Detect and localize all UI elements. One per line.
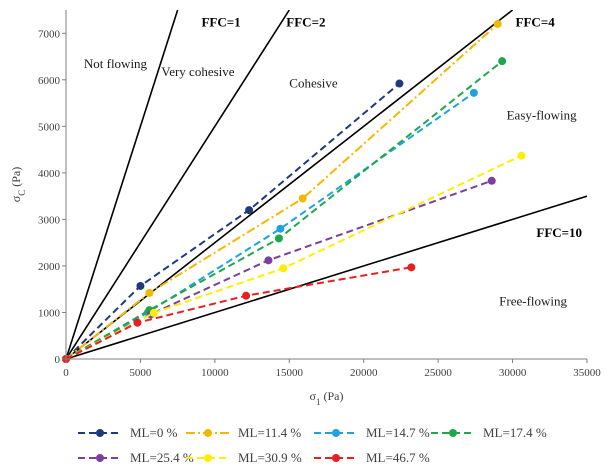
legend-label-ml-46-7: ML=46.7 % <box>366 450 430 465</box>
data-point-ml-0-1 <box>136 281 145 290</box>
x-tick-label: 0 <box>63 367 69 379</box>
y-tick-label: 2000 <box>38 261 61 273</box>
y-tick-label: 0 <box>55 354 61 366</box>
y-tick-label: 5000 <box>38 121 61 133</box>
legend-swatch-marker-ml-46-7 <box>332 454 340 462</box>
y-tick-label: 1000 <box>38 307 61 319</box>
data-point-ml-25-4-3 <box>487 176 496 185</box>
legend-label-ml-14-7: ML=14.7 % <box>366 425 430 440</box>
y-tick-label: 3000 <box>38 214 61 226</box>
legend-swatch-marker-ml-17-4 <box>449 429 457 437</box>
data-point-ml-30-9-3 <box>517 151 526 160</box>
region-label-not-flowing: Not flowing <box>84 56 148 71</box>
x-tick-label: 30000 <box>499 367 527 379</box>
region-label-easy-flowing: Easy-flowing <box>507 107 578 122</box>
legend-label-ml-11-4: ML=11.4 % <box>238 425 301 440</box>
ffc-lines-layer <box>66 10 587 359</box>
data-point-ml-46-7-2 <box>242 291 251 300</box>
x-tick-label: 20000 <box>350 367 378 379</box>
data-point-ml-30-9-1 <box>149 308 158 317</box>
series-line-ml-14-7 <box>65 91 475 360</box>
axes-layer: 0 5000 10000 15000 20000 25000 30000 35000 0 1000… <box>9 10 601 407</box>
region-label-very-cohesive: Very cohesive <box>161 64 235 79</box>
legend-swatch-marker-ml-14-7 <box>332 429 340 437</box>
ffc-label-10: FFC=10 <box>536 225 582 240</box>
ffc-line-10 <box>66 195 587 359</box>
data-point-ml-11-4-2 <box>298 194 307 203</box>
y-tick-label: 4000 <box>38 168 61 180</box>
x-tick-label: 5000 <box>129 367 152 379</box>
data-point-ml-14-7-3 <box>469 88 478 97</box>
x-tick-label: 35000 <box>573 367 601 379</box>
y-tick-label: 7000 <box>38 28 61 40</box>
legend-label-ml-0: ML=0 % <box>130 425 178 440</box>
data-point-ml-46-7-1 <box>133 318 142 327</box>
data-point-ml-11-4-1 <box>145 288 154 297</box>
ffc-label-2: FFC=2 <box>286 14 325 29</box>
data-point-ml-0-3 <box>395 79 404 88</box>
data-point-ml-17-4-3 <box>498 57 507 66</box>
data-point-ml-25-4-2 <box>264 256 273 265</box>
data-point-ml-0-2 <box>245 206 254 215</box>
region-label-cohesive: Cohesive <box>289 76 338 91</box>
ffc-label-4: FFC=4 <box>516 14 556 29</box>
data-point-ml-30-9-2 <box>279 264 288 273</box>
legend: ML=0 % ML=11.4 % ML=14.7 % ML=17.4 % ML=25.4… <box>78 425 547 465</box>
series-line-ml-0 <box>65 82 401 360</box>
data-point-ml-17-4-2 <box>274 234 283 243</box>
series-line-ml-11-4 <box>65 23 499 360</box>
series-layer <box>62 19 526 363</box>
legend-swatch-marker-ml-11-4 <box>204 429 212 437</box>
ffc-line-4 <box>66 10 514 359</box>
x-tick-label: 15000 <box>276 367 304 379</box>
legend-label-ml-30-9: ML=30.9 % <box>238 450 302 465</box>
y-axis-title: σC (Pa) <box>9 167 27 202</box>
data-point-ml-11-4-3 <box>493 19 502 28</box>
x-tick-label: 25000 <box>424 367 452 379</box>
labels-layer: FFC=1 FFC=2 FFC=4 FFC=10 Not flowing Very coh… <box>84 14 582 308</box>
series-line-ml-30-9 <box>65 154 522 360</box>
ffc-line-2 <box>66 10 290 359</box>
legend-swatch-marker-ml-0 <box>96 429 104 437</box>
ffc-line-1 <box>66 10 179 359</box>
data-point-ml-46-7-3 <box>407 263 416 272</box>
x-tick-label: 10000 <box>201 367 229 379</box>
ffc-label-1: FFC=1 <box>201 14 240 29</box>
legend-label-ml-25-4: ML=25.4 % <box>130 450 194 465</box>
legend-swatch-marker-ml-30-9 <box>204 454 212 462</box>
legend-swatch-marker-ml-25-4 <box>96 454 104 462</box>
series-line-ml-17-4 <box>65 60 503 360</box>
x-axis-title: σ1 (Pa) <box>310 389 344 407</box>
legend-label-ml-17-4: ML=17.4 % <box>483 425 547 440</box>
data-point-ml-14-7-2 <box>276 224 285 233</box>
series-line-ml-46-7 <box>65 266 412 360</box>
region-label-free-flowing: Free-flowing <box>499 293 567 308</box>
y-tick-label: 6000 <box>38 75 61 87</box>
